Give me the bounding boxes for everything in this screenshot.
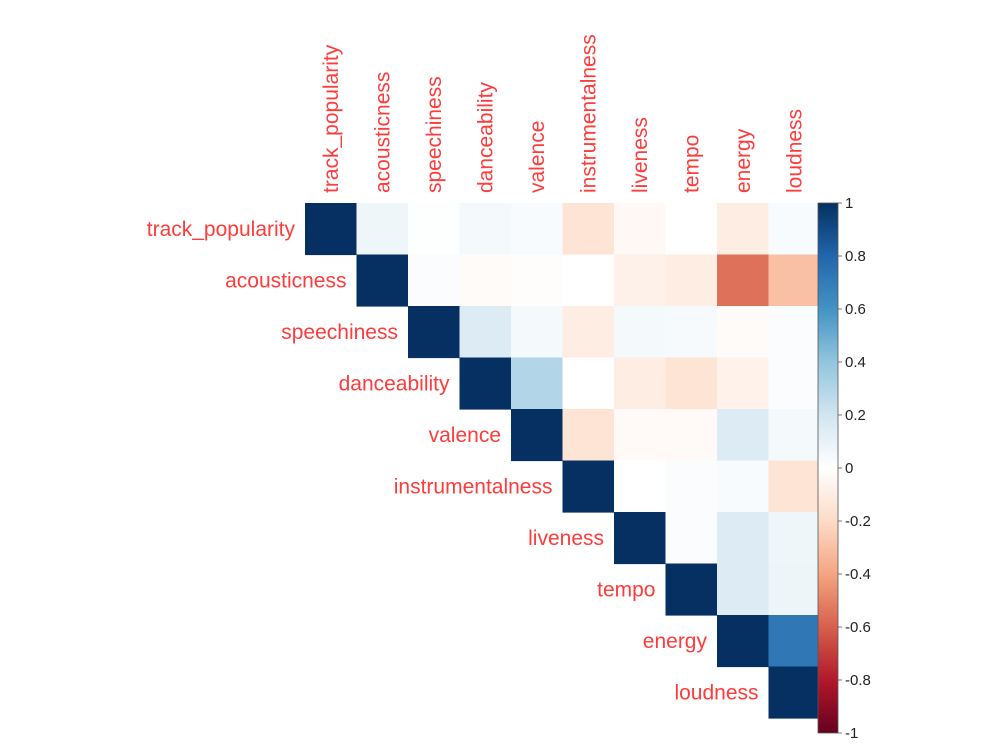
column-label-instrumentalness: instrumentalness: [577, 34, 600, 193]
heatmap-cell-acousticness-loudness: [768, 254, 821, 307]
colorbar-tick-label: -1: [845, 725, 858, 742]
colorbar-tick-label: 0.6: [845, 301, 866, 318]
heatmap-cell-danceability-liveness: [614, 357, 667, 410]
column-label-liveness: liveness: [629, 117, 652, 193]
heatmap-cell-track_popularity-valence: [511, 203, 564, 256]
colorbar-tick-label: 0.2: [845, 407, 866, 424]
colorbar-tick-label: -0.2: [845, 513, 871, 530]
heatmap-cell-speechiness-instrumentalness: [562, 306, 615, 359]
row-label-track_popularity: track_popularity: [147, 218, 296, 241]
row-label-loudness: loudness: [674, 681, 758, 704]
colorbar-tick-label: -0.6: [845, 619, 871, 636]
heatmap-cell-instrumentalness-energy: [717, 460, 770, 513]
row-label-acousticness: acousticness: [225, 269, 346, 292]
heatmap-cell-valence-tempo: [665, 409, 718, 462]
heatmap-cell-track_popularity-liveness: [614, 203, 667, 256]
heatmap-cell-track_popularity-instrumentalness: [562, 203, 615, 256]
row-label-energy: energy: [643, 630, 708, 653]
colorbar-tick-label: -0.4: [845, 566, 871, 583]
heatmap-cell-tempo-loudness: [768, 563, 821, 616]
heatmap-cell-track_popularity-track_popularity: [305, 203, 358, 256]
row-label-valence: valence: [429, 424, 501, 447]
column-label-loudness: loudness: [783, 109, 806, 193]
heatmap-cell-danceability-tempo: [665, 357, 718, 410]
column-label-acousticness: acousticness: [371, 72, 394, 193]
heatmap-cell-instrumentalness-tempo: [665, 460, 718, 513]
heatmap-cell-valence-valence: [511, 409, 564, 462]
heatmap-cell-energy-energy: [717, 615, 770, 668]
heatmap-cell-track_popularity-loudness: [768, 203, 821, 256]
heatmap-cell-tempo-tempo: [665, 563, 718, 616]
colorbar-tick-label: 0: [845, 460, 853, 477]
row-label-speechiness: speechiness: [281, 321, 398, 344]
heatmap-cell-danceability-valence: [511, 357, 564, 410]
heatmap-cell-track_popularity-acousticness: [356, 203, 409, 256]
heatmap-cell-speechiness-loudness: [768, 306, 821, 359]
heatmap-cell-instrumentalness-instrumentalness: [562, 460, 615, 513]
heatmap-cell-valence-loudness: [768, 409, 821, 462]
heatmap-cell-speechiness-energy: [717, 306, 770, 359]
column-label-tempo: tempo: [680, 135, 703, 193]
heatmap-cell-danceability-instrumentalness: [562, 357, 615, 410]
heatmap-cell-danceability-loudness: [768, 357, 821, 410]
colorbar-tick-label: 0.8: [845, 248, 866, 265]
heatmap-cell-speechiness-tempo: [665, 306, 718, 359]
column-label-track_popularity: track_popularity: [320, 44, 343, 193]
heatmap-cell-track_popularity-speechiness: [408, 203, 461, 256]
row-label-danceability: danceability: [339, 372, 450, 395]
heatmap-cell-acousticness-valence: [511, 254, 564, 307]
column-label-valence: valence: [526, 121, 549, 193]
column-labels: track_popularity acousticness speechiness d…: [320, 34, 807, 193]
heatmap-cell-speechiness-danceability: [459, 306, 512, 359]
heatmap-cell-tempo-energy: [717, 563, 770, 616]
row-label-tempo: tempo: [597, 578, 655, 601]
heatmap-cell-liveness-tempo: [665, 512, 718, 565]
heatmap-cells: [305, 203, 821, 719]
heatmap-cell-speechiness-valence: [511, 306, 564, 359]
heatmap-cell-speechiness-liveness: [614, 306, 667, 359]
colorbar-tick-label: 0.4: [845, 354, 866, 371]
row-labels: track_popularity acousticness speechiness d…: [147, 218, 759, 705]
heatmap-cell-danceability-danceability: [459, 357, 512, 410]
heatmap-cell-instrumentalness-loudness: [768, 460, 821, 513]
heatmap-cell-acousticness-acousticness: [356, 254, 409, 307]
heatmap-cell-acousticness-speechiness: [408, 254, 461, 307]
heatmap-cell-acousticness-danceability: [459, 254, 512, 307]
colorbar-gradient: [817, 202, 839, 734]
heatmap-cell-loudness-loudness: [768, 666, 821, 719]
heatmap-cell-instrumentalness-liveness: [614, 460, 667, 513]
column-label-danceability: danceability: [474, 82, 497, 193]
heatmap-cell-track_popularity-tempo: [665, 203, 718, 256]
heatmap-cell-track_popularity-energy: [717, 203, 770, 256]
heatmap-cell-danceability-energy: [717, 357, 770, 410]
heatmap-cell-valence-instrumentalness: [562, 409, 615, 462]
heatmap-cell-valence-liveness: [614, 409, 667, 462]
heatmap-cell-acousticness-instrumentalness: [562, 254, 615, 307]
heatmap-cell-acousticness-tempo: [665, 254, 718, 307]
colorbar: 1 0.8 0.6 0.4 0.2 0 -0.2 -0.4 -0.6 -0.8 -1: [817, 195, 871, 742]
heatmap-cell-acousticness-liveness: [614, 254, 667, 307]
heatmap-cell-speechiness-speechiness: [408, 306, 461, 359]
colorbar-tick-label: 1: [845, 195, 853, 212]
heatmap-cell-energy-loudness: [768, 615, 821, 668]
heatmap-cell-liveness-loudness: [768, 512, 821, 565]
column-label-energy: energy: [732, 128, 755, 193]
heatmap-cell-track_popularity-danceability: [459, 203, 512, 256]
colorbar-tick-label: -0.8: [845, 672, 871, 689]
heatmap-cell-liveness-liveness: [614, 512, 667, 565]
heatmap-cell-liveness-energy: [717, 512, 770, 565]
column-label-speechiness: speechiness: [423, 76, 446, 193]
heatmap-cell-valence-energy: [717, 409, 770, 462]
heatmap-cell-acousticness-energy: [717, 254, 770, 307]
row-label-instrumentalness: instrumentalness: [394, 475, 553, 498]
row-label-liveness: liveness: [528, 527, 604, 550]
